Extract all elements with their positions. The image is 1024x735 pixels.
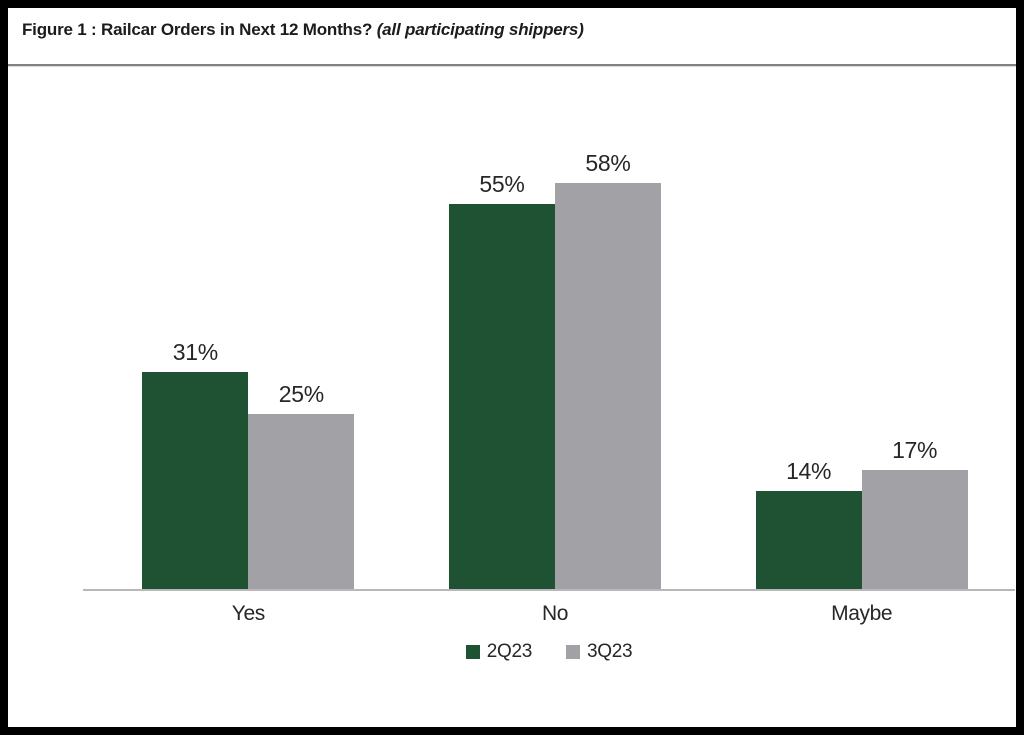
category-label-yes: Yes [231, 602, 265, 625]
bar-column-3q23-yes: 25% [248, 381, 355, 589]
legend-swatch-icon [465, 645, 480, 659]
legend-item-3q23: 3Q23 [566, 641, 633, 663]
bar-value-label: 25% [278, 381, 324, 407]
bar-column-2q23-no: 55% [448, 171, 555, 589]
bar-3q23-maybe [861, 470, 968, 589]
legend-swatch-icon [566, 645, 580, 659]
chart-plot-area: 31% 25% 55% 58% 14% 17% [83, 67, 1015, 591]
bar-value-label: 55% [479, 171, 525, 197]
bar-2q23-maybe [755, 491, 862, 589]
bar-group-yes: 31% 25% [142, 339, 355, 589]
bar-column-2q23-yes: 31% [142, 339, 249, 589]
legend-item-2q23: 2Q23 [465, 641, 533, 663]
chart-legend: 2Q23 3Q23 [83, 641, 1015, 663]
bar-3q23-no [554, 183, 661, 589]
bar-column-3q23-maybe: 17% [861, 437, 968, 589]
bar-2q23-no [448, 204, 555, 589]
bar-value-label: 31% [172, 339, 218, 365]
bar-value-label: 17% [892, 437, 938, 463]
bar-value-label: 14% [786, 458, 832, 484]
bar-column-3q23-no: 58% [554, 150, 661, 589]
bar-value-label: 58% [585, 150, 631, 176]
figure-title: Figure 1 : Railcar Orders in Next 12 Mon… [8, 8, 1016, 42]
bar-group-maybe: 14% 17% [755, 437, 968, 589]
category-label-no: No [541, 602, 568, 625]
bar-groups: 31% 25% 55% 58% 14% 17% [83, 67, 1015, 589]
legend-label: 3Q23 [587, 641, 633, 662]
category-label-maybe: Maybe [831, 602, 893, 625]
title-divider [8, 64, 1016, 67]
category-axis: Yes No Maybe [83, 601, 1015, 627]
bar-column-2q23-maybe: 14% [755, 458, 862, 589]
figure-title-note: (all participating shippers) [376, 20, 584, 39]
legend-label: 2Q23 [486, 641, 533, 662]
bar-3q23-yes [248, 414, 355, 589]
figure-title-text: Figure 1 : Railcar Orders in Next 12 Mon… [22, 20, 373, 39]
bar-group-no: 55% 58% [448, 150, 661, 589]
bar-2q23-yes [142, 372, 249, 589]
